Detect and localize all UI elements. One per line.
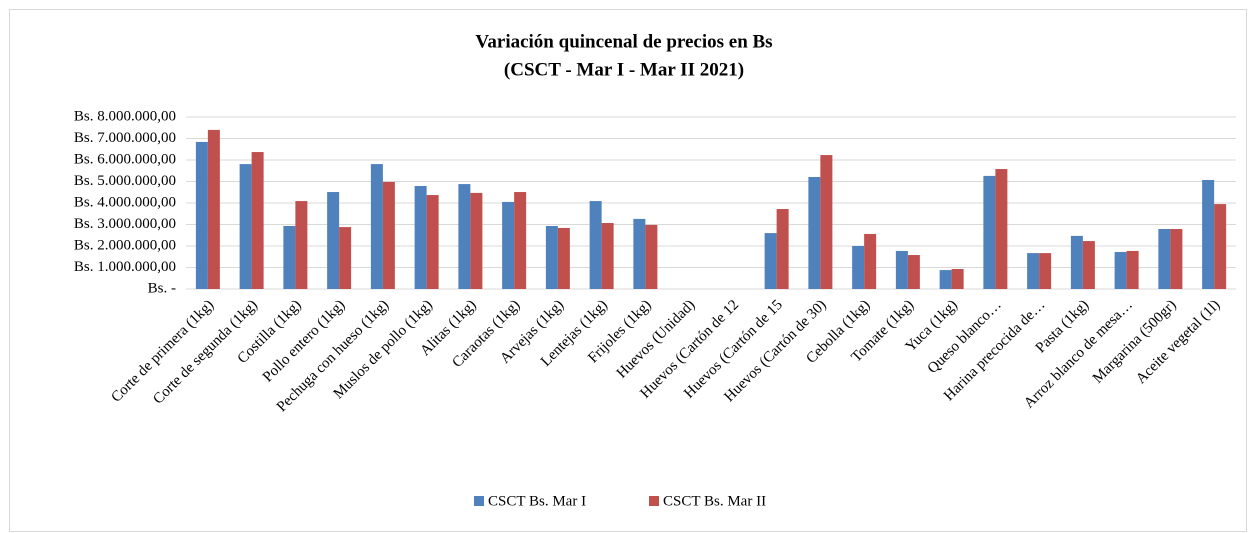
bar <box>426 195 439 289</box>
bar <box>283 226 296 289</box>
y-tick-label: Bs. 3.000.000,00 <box>74 216 176 232</box>
bar <box>557 227 570 289</box>
bar <box>251 152 264 289</box>
bar <box>1158 229 1171 289</box>
bar <box>895 250 908 289</box>
bar <box>983 175 996 289</box>
bar <box>514 192 527 289</box>
bar <box>995 169 1008 289</box>
bar <box>864 233 877 289</box>
bar <box>295 201 308 289</box>
bar <box>1114 252 1127 289</box>
bar <box>633 218 646 289</box>
bar <box>645 224 658 289</box>
bar <box>852 246 865 289</box>
bar <box>207 129 220 289</box>
bar <box>808 176 821 289</box>
bar <box>382 181 395 289</box>
bar <box>601 222 614 289</box>
bar <box>820 155 833 289</box>
bar <box>951 269 964 289</box>
bar <box>458 184 471 289</box>
chart-subtitle: (CSCT - Mar I - Mar II 2021) <box>504 59 744 80</box>
bar <box>1214 204 1227 289</box>
bar <box>545 226 558 289</box>
legend-label: CSCT Bs. Mar II <box>663 493 766 509</box>
bar <box>502 201 515 289</box>
bar <box>339 227 352 289</box>
bar <box>764 233 777 289</box>
bar <box>195 141 208 289</box>
legend-swatch <box>649 496 659 506</box>
bar <box>907 255 920 289</box>
bar <box>1039 253 1052 289</box>
bar <box>589 201 602 289</box>
bar <box>370 164 383 289</box>
bar <box>1170 229 1183 289</box>
y-tick-label: Bs. 5.000.000,00 <box>74 173 176 189</box>
bar <box>1082 241 1095 289</box>
bar <box>1126 250 1139 289</box>
bar <box>327 192 340 289</box>
y-tick-label: Bs. 2.000.000,00 <box>74 237 176 253</box>
y-tick-label: Bs. 4.000.000,00 <box>74 194 176 210</box>
bar <box>239 164 252 289</box>
y-tick-label: Bs. 1.000.000,00 <box>74 259 176 275</box>
y-tick-label: Bs. 6.000.000,00 <box>74 151 176 167</box>
bar <box>414 186 427 289</box>
chart-title: Variación quincenal de precios en Bs <box>475 31 772 52</box>
y-tick-label: Bs. - <box>148 280 176 296</box>
legend-label: CSCT Bs. Mar I <box>488 493 586 509</box>
bar <box>1027 253 1040 289</box>
bar <box>1202 179 1215 289</box>
bar <box>1070 235 1083 289</box>
bar <box>776 209 789 289</box>
bar <box>470 192 483 289</box>
chart-frame <box>9 9 1247 532</box>
y-tick-label: Bs. 7.000.000,00 <box>74 130 176 146</box>
legend-swatch <box>474 496 484 506</box>
y-tick-label: Bs. 8.000.000,00 <box>74 108 176 124</box>
bar <box>939 270 952 289</box>
